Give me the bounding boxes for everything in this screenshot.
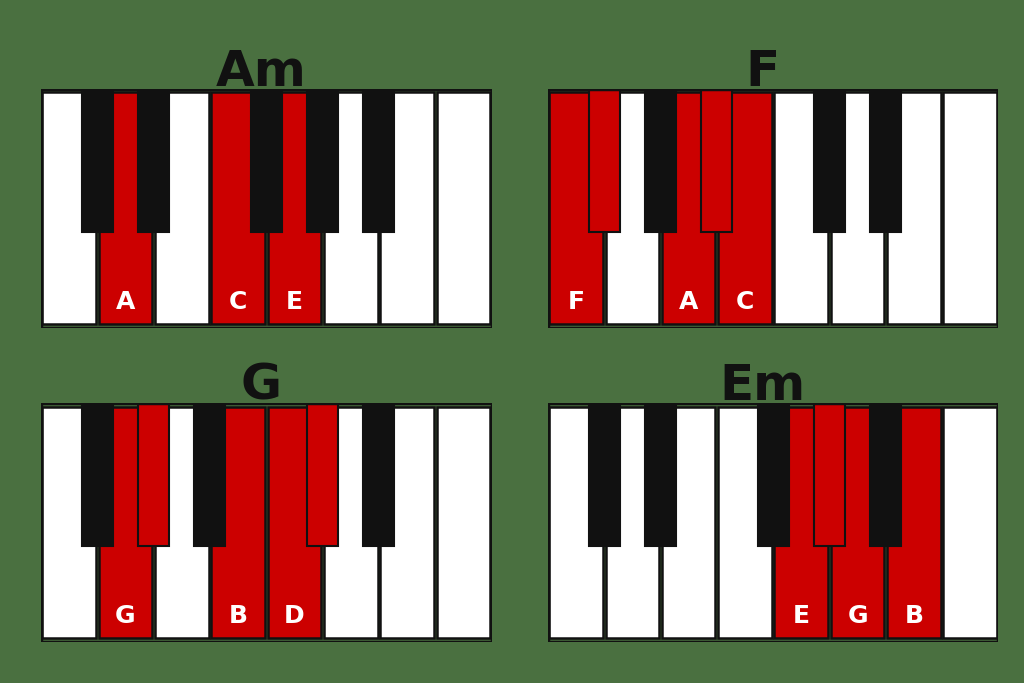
Bar: [758, 403, 788, 546]
Text: G: G: [241, 362, 282, 410]
Bar: [42, 92, 96, 324]
Bar: [251, 89, 282, 232]
Bar: [155, 406, 209, 639]
Bar: [380, 92, 434, 324]
Bar: [645, 89, 676, 232]
Bar: [701, 89, 732, 232]
Text: F: F: [567, 290, 585, 313]
Bar: [364, 89, 394, 232]
Bar: [307, 403, 338, 546]
Bar: [605, 406, 659, 639]
Bar: [307, 89, 338, 232]
Bar: [195, 403, 225, 546]
Bar: [589, 403, 620, 546]
Bar: [82, 403, 113, 546]
Bar: [98, 92, 153, 324]
Bar: [98, 406, 153, 639]
Text: E: E: [793, 604, 810, 628]
Text: B: B: [904, 604, 924, 628]
Bar: [549, 406, 603, 639]
Bar: [814, 403, 845, 546]
Text: G: G: [847, 604, 868, 628]
Text: F: F: [745, 48, 780, 96]
Bar: [364, 403, 394, 546]
Text: E: E: [286, 290, 303, 313]
Bar: [138, 403, 169, 546]
Bar: [870, 89, 901, 232]
Bar: [870, 403, 901, 546]
Bar: [662, 406, 716, 639]
Bar: [887, 406, 941, 639]
Bar: [887, 92, 941, 324]
Bar: [82, 89, 113, 232]
Bar: [774, 406, 828, 639]
Bar: [155, 92, 209, 324]
Text: D: D: [284, 604, 305, 628]
Text: C: C: [736, 290, 754, 313]
Bar: [138, 89, 169, 232]
Text: A: A: [679, 290, 698, 313]
Bar: [436, 406, 490, 639]
Bar: [549, 92, 603, 324]
Bar: [324, 92, 378, 324]
Bar: [645, 403, 676, 546]
Bar: [589, 89, 620, 232]
Text: C: C: [229, 290, 247, 313]
Text: A: A: [116, 290, 135, 313]
Bar: [830, 92, 885, 324]
Bar: [267, 406, 322, 639]
Bar: [211, 92, 265, 324]
Bar: [211, 406, 265, 639]
Bar: [436, 92, 490, 324]
Bar: [42, 406, 96, 639]
Bar: [943, 92, 997, 324]
Bar: [830, 406, 885, 639]
Text: B: B: [228, 604, 248, 628]
Bar: [380, 406, 434, 639]
Bar: [943, 406, 997, 639]
Text: G: G: [115, 604, 136, 628]
Bar: [324, 406, 378, 639]
Text: Am: Am: [216, 48, 306, 96]
Bar: [718, 406, 772, 639]
Bar: [605, 92, 659, 324]
Bar: [662, 92, 716, 324]
Bar: [267, 92, 322, 324]
Text: Em: Em: [720, 362, 806, 410]
Bar: [774, 92, 828, 324]
Bar: [814, 89, 845, 232]
Bar: [718, 92, 772, 324]
